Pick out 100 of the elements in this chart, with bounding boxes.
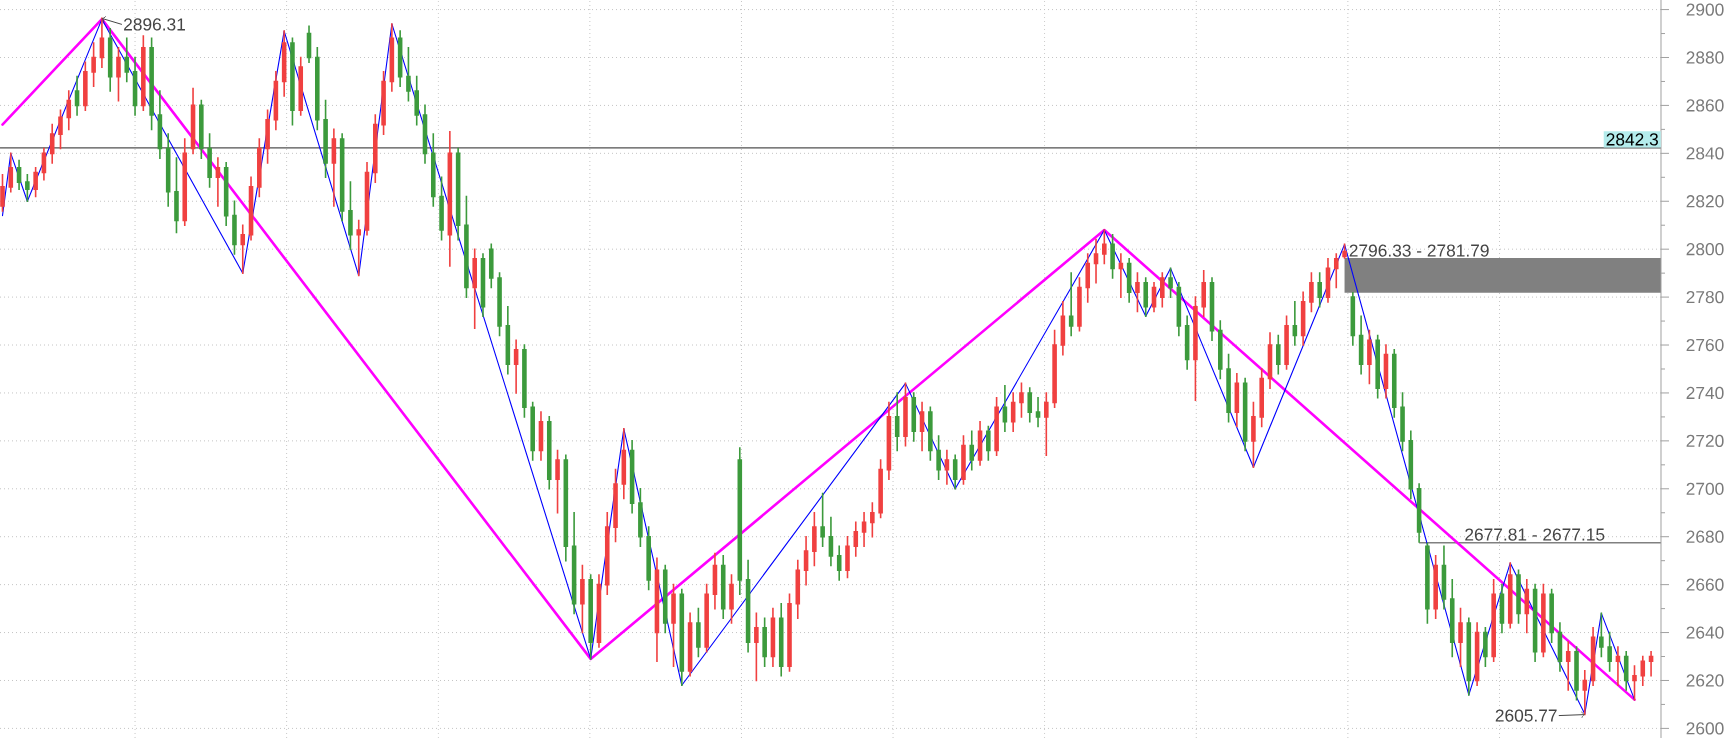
candlestick (720, 555, 726, 619)
candlestick (1391, 349, 1397, 418)
candlestick (762, 617, 767, 667)
candlestick (141, 35, 146, 112)
candlestick (1433, 555, 1438, 619)
candlestick (464, 195, 469, 298)
candlestick (356, 219, 362, 277)
candlestick (265, 109, 270, 164)
candlestick (1019, 382, 1024, 418)
candlestick (1358, 315, 1364, 375)
y-tick-label: 2700 (1686, 482, 1724, 495)
candlestick (331, 128, 337, 207)
candlestick (1607, 631, 1612, 672)
candlestick (1010, 392, 1016, 433)
candlestick (430, 133, 436, 207)
candlestick (348, 181, 353, 250)
candlestick (1615, 646, 1621, 687)
band-label: 2796.33 - 2781.79 (1349, 244, 1489, 257)
candlestick (1085, 253, 1091, 303)
candlestick (232, 200, 237, 255)
candlestick (25, 174, 30, 203)
candlestick (621, 428, 627, 500)
candlestick (994, 396, 999, 457)
candlestick (1284, 315, 1289, 370)
candlestick (1458, 607, 1463, 667)
candlestick (1557, 622, 1563, 672)
candlestick (1342, 243, 1347, 259)
candlestick (1160, 272, 1165, 308)
candlestick (894, 392, 900, 452)
candlestick (795, 559, 801, 619)
candlestick (1383, 344, 1389, 399)
candlestick (290, 37, 295, 126)
candlestick (588, 574, 593, 660)
candlestick (74, 75, 80, 116)
candlestick (447, 130, 453, 267)
candlestick (1068, 272, 1074, 337)
y-tick-label: 2880 (1686, 51, 1724, 64)
y-tick-label: 2600 (1686, 722, 1724, 735)
candlestick (132, 56, 138, 116)
annotation: 2896.31 (124, 18, 185, 31)
candlestick (0, 174, 5, 212)
candlestick (961, 435, 966, 485)
candlestick (646, 526, 651, 591)
candlestick (936, 435, 941, 481)
candlestick (298, 56, 304, 116)
candlestick (1632, 665, 1637, 701)
y-tick-label: 2760 (1686, 338, 1724, 352)
candlestick (1516, 569, 1521, 624)
candlestick (704, 583, 709, 653)
candlestick (472, 248, 477, 330)
candlestick (174, 157, 179, 234)
candlestick (505, 305, 511, 375)
candlestick (497, 272, 502, 337)
candlestick (124, 37, 130, 83)
candlestick (91, 42, 96, 88)
candlestick (1499, 583, 1505, 634)
candlestick (215, 157, 221, 207)
candlestick (165, 133, 171, 207)
candlestick (1168, 267, 1173, 298)
candlestick (381, 71, 386, 135)
y-tick-label: 2640 (1686, 626, 1724, 639)
candlestick (1052, 329, 1057, 409)
candlestick (1234, 372, 1240, 428)
candlestick (820, 492, 825, 548)
candlestick (182, 138, 188, 227)
candlestick (911, 392, 917, 442)
annotation: 2605.77 (1495, 709, 1557, 722)
candlestick (414, 75, 419, 126)
candlestick (257, 138, 262, 198)
candlestick (696, 607, 701, 658)
candlestick (1491, 579, 1496, 663)
candlestick (604, 511, 610, 596)
candlestick (58, 109, 63, 150)
candlestick (919, 401, 925, 452)
candlestick (778, 603, 784, 677)
candlestick (1333, 253, 1339, 289)
candlestick (149, 37, 154, 131)
candlestick (1218, 320, 1223, 380)
candlestick (116, 47, 121, 102)
candlestick (1483, 626, 1488, 667)
candlestick (812, 511, 817, 567)
candlestick (1648, 650, 1654, 677)
y-tick-label: 2860 (1686, 99, 1724, 112)
y-tick-label: 2680 (1686, 530, 1724, 543)
candlestick (1400, 392, 1405, 452)
candlestick (986, 425, 991, 461)
candlestick (928, 406, 933, 461)
y-tick-label: 2660 (1686, 578, 1724, 591)
candlestick (712, 552, 718, 610)
candlestick (729, 574, 734, 624)
candlestick (969, 430, 975, 471)
y-tick-label: 2820 (1686, 195, 1724, 208)
y-tick-label: 2720 (1686, 434, 1724, 447)
candlestick (199, 99, 204, 159)
candlestick (16, 159, 22, 191)
candlestick (538, 411, 544, 461)
candlestick (853, 521, 859, 557)
candlestick (803, 535, 809, 586)
candlestick (1077, 277, 1082, 332)
candlestick (1565, 641, 1571, 691)
